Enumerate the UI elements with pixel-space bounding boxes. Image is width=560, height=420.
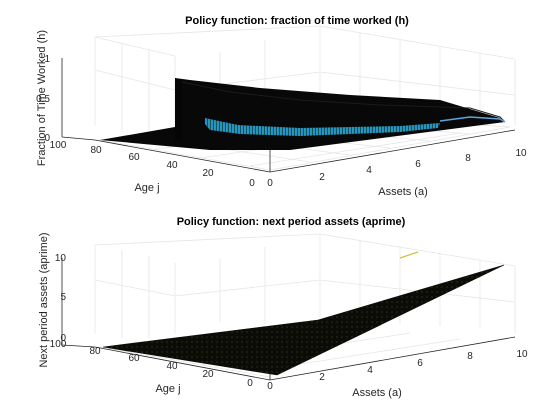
x-tick-label: 10 bbox=[516, 349, 528, 360]
x-tick-label: 6 bbox=[415, 159, 421, 170]
z-tick-label: 10 bbox=[55, 253, 67, 264]
y-tick-label: 100 bbox=[50, 339, 67, 350]
y-tick-label: 60 bbox=[128, 353, 140, 364]
x-tick-label: 0 bbox=[267, 178, 273, 189]
x-axis-label: Assets (a) bbox=[352, 387, 402, 399]
subplot-work-hours: 0 0.5 1 0 20 40 60 80 100 0 2 4 6 8 10 P… bbox=[36, 15, 527, 198]
y-tick-label: 80 bbox=[89, 346, 101, 357]
x-tick-label: 4 bbox=[367, 365, 373, 376]
z-tick-label: 0 bbox=[60, 333, 66, 344]
y-tick-labels: 0 20 40 60 80 100 bbox=[50, 339, 254, 389]
axes-box bbox=[61, 58, 516, 173]
y-axis-label: Age j bbox=[155, 383, 180, 395]
x-tick-labels: 0 2 4 6 8 10 bbox=[267, 148, 527, 189]
chart-title: Policy function: next period assets (apr… bbox=[177, 216, 406, 228]
subplot-next-assets: 0 5 10 0 20 40 60 80 100 0 2 4 6 8 10 Po… bbox=[38, 216, 528, 399]
h-surface-ridge bbox=[181, 81, 506, 123]
x-tick-label: 2 bbox=[319, 372, 325, 383]
y-axis-label: Age j bbox=[134, 182, 159, 194]
x-tick-label: 4 bbox=[366, 165, 372, 176]
h-surface-edge-highlight bbox=[439, 116, 506, 123]
z-tick-labels: 0 5 10 bbox=[55, 253, 67, 344]
x-tick-labels: 0 2 4 6 8 10 bbox=[267, 349, 528, 392]
x-tick-label: 10 bbox=[515, 148, 527, 159]
z-axis-label: Next period assets (aprime) bbox=[38, 232, 50, 367]
y-tick-label: 80 bbox=[90, 145, 102, 156]
z-tick-label: 5 bbox=[60, 292, 66, 303]
z-axis-label: Fraction of Time Worked (h) bbox=[36, 30, 48, 166]
y-tick-label: 0 bbox=[247, 378, 253, 389]
y-tick-label: 20 bbox=[202, 369, 214, 380]
h-surface-retirement-wall bbox=[175, 78, 182, 141]
x-tick-label: 8 bbox=[467, 351, 473, 362]
y-tick-labels: 0 20 40 60 80 100 bbox=[50, 140, 256, 189]
y-tick-label: 100 bbox=[50, 140, 67, 151]
h-surface-dark-shelf bbox=[100, 78, 505, 150]
y-tick-label: 40 bbox=[166, 160, 178, 171]
x-tick-label: 2 bbox=[319, 172, 325, 183]
aprime-surface bbox=[102, 264, 505, 376]
x-tick-label: 8 bbox=[465, 153, 471, 164]
h-surface-colored-band bbox=[205, 118, 440, 136]
x-axis-label: Assets (a) bbox=[378, 186, 428, 198]
z-tick-label: 0 bbox=[44, 133, 50, 144]
chart-title: Policy function: fraction of time worked… bbox=[185, 15, 409, 27]
z-tick-labels: 0 0.5 1 bbox=[36, 54, 50, 144]
y-tick-label: 0 bbox=[249, 178, 255, 189]
x-tick-label: 6 bbox=[417, 358, 423, 369]
z-tick-label: 0.5 bbox=[36, 94, 50, 105]
aprime-surface-highlight bbox=[399, 251, 419, 259]
y-tick-label: 40 bbox=[166, 361, 178, 372]
y-tick-label: 60 bbox=[128, 152, 140, 163]
z-tick-label: 1 bbox=[44, 54, 50, 65]
y-tick-label: 20 bbox=[202, 168, 214, 179]
x-tick-label: 0 bbox=[267, 381, 273, 392]
